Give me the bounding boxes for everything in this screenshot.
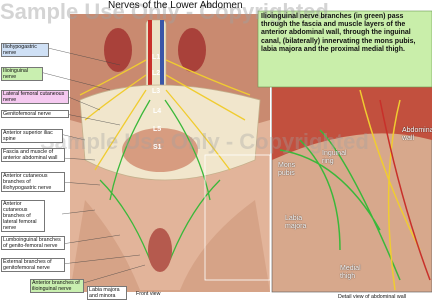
watermark: Sample Use Only - Copyrighted [0,0,329,24]
left-kidney [104,28,132,72]
detail-green-nerves [279,129,401,281]
leader-lines [39,47,146,285]
left-label: Anterior cutaneous branches of iliohypog… [1,172,65,192]
detail-label: Medial thigh [340,265,361,280]
left-label: Lateral femoral cutaneous nerve [1,90,69,104]
right-kidney [178,28,206,72]
thighs [70,200,270,292]
detail-label: Mons pubis [278,162,296,177]
vertebra-label: S1 [153,144,162,151]
watermark: Sample Use Only - Copyrighted [40,129,369,154]
pelvic-cavity [122,128,198,172]
detail-vessel [379,99,431,281]
detail-muscle [272,86,432,160]
left-label: Fascia and muscle of anterior abdominal … [1,148,65,162]
detail-yellow-nerves [359,89,421,291]
ilioinguinal-nerves [99,99,221,261]
vertebra-label: L4 [153,108,162,115]
vertebra-label: L3 [152,88,161,95]
left-label: Labia majora and minora [87,286,127,300]
vertebra-label: L2 [152,70,161,77]
labia [148,228,172,272]
vertebra-label: L5 [153,126,162,133]
title: Nerves of the Lower Abdomen [108,0,243,11]
left-label: Ilioinguinal nerve [1,67,43,81]
left-label: Genitofemoral nerve [1,110,69,118]
vertebra-label: L1 [152,54,161,61]
detail-label: Abdominal wall [402,127,432,142]
detail-frame [204,154,271,281]
left-label: Anterior cutaneous branches of lateral f… [1,200,45,232]
left-label: External branches of genitofemoral nerve [1,258,65,272]
left-label: Iliohypogastric nerve [1,43,49,57]
front-view-label: Front view [136,291,161,297]
callout-text: Ilioinguinal nerve branches (in green) p… [261,13,416,53]
left-label: Anterior branches of ilioinguinal nerve [30,279,84,293]
detail-label: Labia majora [285,215,307,230]
lumbar-nerves [79,59,251,171]
left-label: Anterior superior iliac spine [1,129,63,143]
detail-view-label: Detail view of abdominal wall [338,294,407,300]
left-label: Lumboinguinal branches of genito-femoral… [1,236,65,250]
callout-box [257,10,432,88]
detail-label: Inguinal ring [322,150,347,165]
